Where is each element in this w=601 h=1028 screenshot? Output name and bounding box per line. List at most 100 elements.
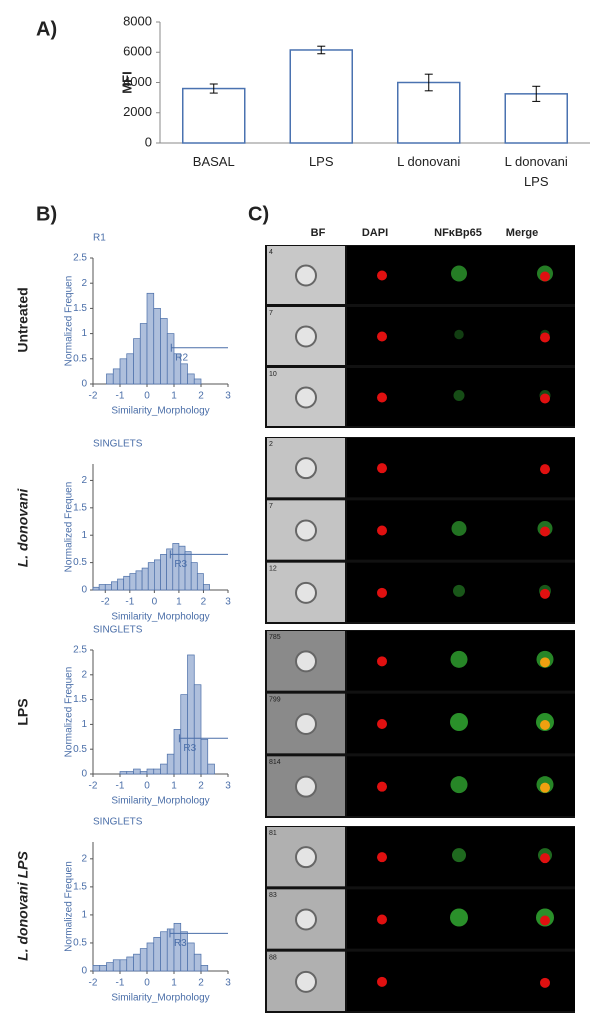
histogram-bar bbox=[160, 931, 168, 972]
bf-cell bbox=[295, 325, 317, 348]
chart-title: R1 bbox=[93, 233, 106, 244]
chart-title: SINGLETS bbox=[93, 817, 143, 828]
dapi-nucleus bbox=[377, 852, 387, 863]
histogram-bar bbox=[141, 567, 149, 591]
panel-label: C) bbox=[248, 203, 269, 225]
x-tick-label: -2 bbox=[89, 781, 98, 792]
histogram-bar bbox=[184, 551, 192, 591]
y-tick-label: 4000 bbox=[123, 74, 152, 89]
y-tick-label: 0 bbox=[81, 585, 87, 596]
frame-number: 88 bbox=[269, 955, 277, 962]
histogram-bar bbox=[187, 942, 195, 972]
histogram-bar bbox=[207, 763, 215, 775]
histogram-bar bbox=[146, 292, 155, 385]
chart-title: SINGLETS bbox=[93, 439, 143, 450]
y-tick-label: 1 bbox=[81, 719, 87, 730]
histogram-bar bbox=[203, 584, 210, 591]
y-tick-label: 0.5 bbox=[73, 744, 87, 755]
frame-number: 12 bbox=[269, 566, 277, 573]
bf-cell bbox=[295, 581, 317, 604]
row-label: LPS bbox=[15, 698, 31, 725]
histogram-bar bbox=[154, 559, 161, 591]
histogram-bar bbox=[146, 768, 155, 775]
frame-number: 814 bbox=[269, 759, 281, 766]
x-axis-label: Similarity_Morphology bbox=[111, 406, 209, 417]
histogram-bar bbox=[99, 965, 107, 972]
x-tick-label: 1 bbox=[171, 978, 177, 989]
histogram: SINGLETS 0 0.5 1 1.5 2 2.5 -2 -1 0 1 2 3 Similarity_M… bbox=[64, 625, 232, 807]
bf-cell bbox=[295, 650, 317, 673]
gate-label: R2 bbox=[175, 352, 188, 363]
histogram-bar bbox=[160, 318, 168, 385]
x-tick-label: L donovani LPS bbox=[505, 154, 568, 189]
y-tick-label: 0 bbox=[81, 966, 87, 977]
histogram-bar bbox=[160, 763, 168, 775]
x-tick-label: 0 bbox=[152, 597, 158, 608]
y-tick-label: 2.5 bbox=[73, 645, 87, 656]
histogram-bar bbox=[92, 586, 100, 591]
histogram-bar bbox=[117, 578, 125, 591]
x-tick-label: 3 bbox=[225, 391, 231, 402]
histogram-bar bbox=[166, 333, 175, 385]
histogram-bar bbox=[180, 363, 188, 385]
y-axis-label: MFI bbox=[119, 71, 134, 93]
panel-label: A) bbox=[36, 18, 57, 40]
x-axis-label: Similarity_Morphology bbox=[111, 612, 209, 623]
histogram-bar bbox=[187, 654, 195, 775]
merge-nucleus bbox=[540, 332, 550, 343]
histogram-bar bbox=[187, 373, 195, 385]
row-label: L. donovani bbox=[15, 488, 31, 568]
column-header: NFκBp65 bbox=[434, 227, 482, 239]
histogram-bar bbox=[153, 936, 161, 972]
y-tick-label: 0.5 bbox=[73, 938, 87, 949]
nfkb-signal bbox=[451, 265, 467, 282]
error-bar bbox=[317, 45, 326, 55]
dapi-nucleus bbox=[377, 525, 387, 536]
histogram-bar bbox=[153, 308, 161, 385]
dapi-nucleus bbox=[377, 976, 387, 987]
histogram-bar bbox=[166, 753, 175, 775]
panel-label: B) bbox=[36, 203, 57, 225]
histogram-bar bbox=[119, 771, 128, 775]
y-tick-label: 0 bbox=[81, 769, 87, 780]
nfkb-signal bbox=[453, 584, 465, 597]
bf-cell bbox=[295, 457, 317, 480]
x-tick-label: 0 bbox=[144, 391, 150, 402]
merge-nucleus bbox=[540, 526, 550, 537]
histogram-bar bbox=[123, 575, 131, 591]
x-tick-label: 1 bbox=[171, 391, 177, 402]
histogram-bar bbox=[106, 962, 114, 972]
y-axis-label: Normalized Frequen bbox=[64, 667, 75, 758]
histogram: SINGLETS 0 0.5 1 1.5 2 -2 -1 0 1 2 3 Similarity_Morp… bbox=[64, 817, 232, 1004]
histogram-bar bbox=[166, 548, 174, 591]
row-label: Untreated bbox=[15, 287, 31, 352]
error-bar bbox=[532, 85, 541, 102]
gate-label: R3 bbox=[183, 743, 196, 754]
histogram-bar bbox=[126, 353, 134, 385]
y-tick-label: 6000 bbox=[123, 44, 152, 59]
bf-cell bbox=[295, 846, 317, 869]
merge-nucleus bbox=[540, 720, 550, 730]
y-tick-label: 2000 bbox=[123, 104, 152, 119]
frame-number: 7 bbox=[269, 310, 273, 317]
dapi-nucleus bbox=[377, 270, 387, 281]
x-tick-label: -1 bbox=[116, 781, 125, 792]
dapi-nucleus bbox=[377, 719, 387, 729]
histogram-bar bbox=[106, 373, 114, 385]
y-tick-label: 1.5 bbox=[73, 882, 87, 893]
x-tick-label: -1 bbox=[125, 597, 134, 608]
y-tick-label: 2.5 bbox=[73, 253, 87, 264]
x-tick-label: 2 bbox=[198, 781, 204, 792]
error-bar bbox=[209, 83, 218, 94]
histogram-bar bbox=[193, 378, 202, 385]
histogram-bar bbox=[180, 694, 188, 775]
frame-number: 81 bbox=[269, 830, 277, 837]
nfkb-signal bbox=[452, 848, 466, 863]
x-axis-label: Similarity_Morphology bbox=[111, 993, 209, 1004]
x-tick-label: LPS bbox=[309, 154, 334, 169]
nfkb-signal bbox=[454, 329, 464, 340]
histogram-bar bbox=[193, 684, 202, 775]
x-tick-label: 2 bbox=[198, 978, 204, 989]
histogram-bar bbox=[160, 554, 167, 591]
